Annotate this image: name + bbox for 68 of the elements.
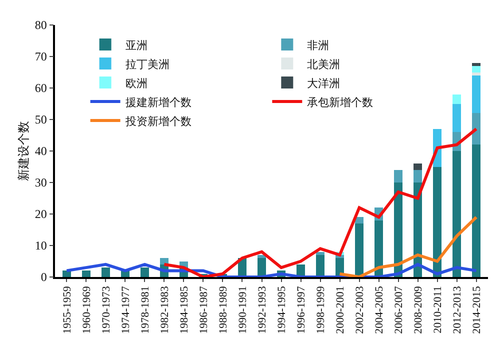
line-series	[338, 216, 478, 277]
legend-label: 北美洲	[307, 58, 340, 71]
x-tick-label: 1970-1973	[100, 286, 112, 334]
legend-label: 非洲	[307, 38, 330, 52]
x-tick-label: 1992-1993	[256, 286, 268, 334]
legend-label: 投资新增个数	[124, 114, 192, 128]
x-tick-label: 1988-1989	[217, 286, 230, 334]
bar	[160, 258, 168, 264]
x-tick-label: 2010-2011	[432, 286, 444, 334]
x-tick-label: 2012-2013	[451, 286, 464, 334]
y-tick-label: 60	[34, 81, 47, 96]
bar	[102, 268, 110, 277]
bar	[452, 104, 461, 132]
x-tick-label: 1996-1997	[295, 286, 308, 334]
bar	[452, 151, 461, 277]
x-tick-label: 1955-1959	[61, 286, 74, 334]
line-series	[65, 262, 478, 277]
x-tick-label: 1984-1985	[178, 286, 190, 334]
bar	[316, 254, 324, 277]
x-tick-label: 1982-1983	[158, 286, 171, 334]
line-series	[162, 127, 478, 277]
legend-label: 援建新增个数	[125, 96, 192, 109]
x-tick-label: 2004-2005	[373, 286, 386, 334]
x-tick-label: 2000-2001	[334, 286, 346, 334]
y-tick-label: 20	[34, 207, 47, 222]
bar	[355, 217, 364, 224]
bar	[316, 252, 324, 255]
x-tick-label: 2008-2009	[412, 286, 424, 334]
bar	[258, 258, 266, 277]
x-tick-label: 1986-1987	[198, 286, 210, 334]
bar	[472, 75, 480, 114]
y-tick-label: 10	[34, 238, 47, 253]
bar	[414, 170, 422, 182]
x-tick-label: 1998-1999	[314, 286, 327, 334]
x-tick-label: 2006-2007	[392, 286, 405, 334]
x-tick-label: 1994-1995	[276, 286, 288, 334]
bar	[472, 144, 480, 277]
legend-label: 拉丁美洲	[125, 58, 170, 71]
bar	[433, 166, 442, 277]
y-tick-label: 70	[34, 50, 47, 64]
legend-label: 欧洲	[125, 76, 148, 90]
y-axis-title: 新建设个数	[16, 121, 31, 181]
bar	[452, 94, 461, 104]
x-tick-label: 1990-1991	[236, 286, 249, 334]
x-tick-label: 2014-2015	[470, 286, 483, 334]
x-tick-label: 1978-1981	[139, 286, 152, 334]
y-tick-label: 40	[34, 144, 47, 158]
x-tick-label: 2002-2003	[354, 286, 366, 334]
bar	[472, 72, 480, 76]
legend-label: 承包新增个数	[307, 96, 374, 109]
y-tick-label: 50	[34, 112, 47, 127]
x-tick-label: 1974-1977	[120, 286, 132, 334]
bar	[414, 164, 422, 170]
x-tick-label: 1960-1969	[80, 286, 93, 334]
legend-label: 亚洲	[125, 38, 148, 52]
bar	[62, 270, 71, 277]
bar	[472, 62, 480, 66]
legend-label: 大洋洲	[307, 76, 340, 90]
y-tick-label: 80	[34, 18, 47, 32]
y-tick-label: 30	[34, 176, 47, 190]
bar	[140, 268, 149, 277]
bar	[472, 66, 480, 72]
y-tick-label: 0	[40, 270, 47, 284]
bar	[374, 220, 383, 277]
bar	[394, 170, 402, 182]
bar	[355, 223, 364, 277]
bar	[82, 270, 90, 277]
bar	[472, 113, 480, 145]
